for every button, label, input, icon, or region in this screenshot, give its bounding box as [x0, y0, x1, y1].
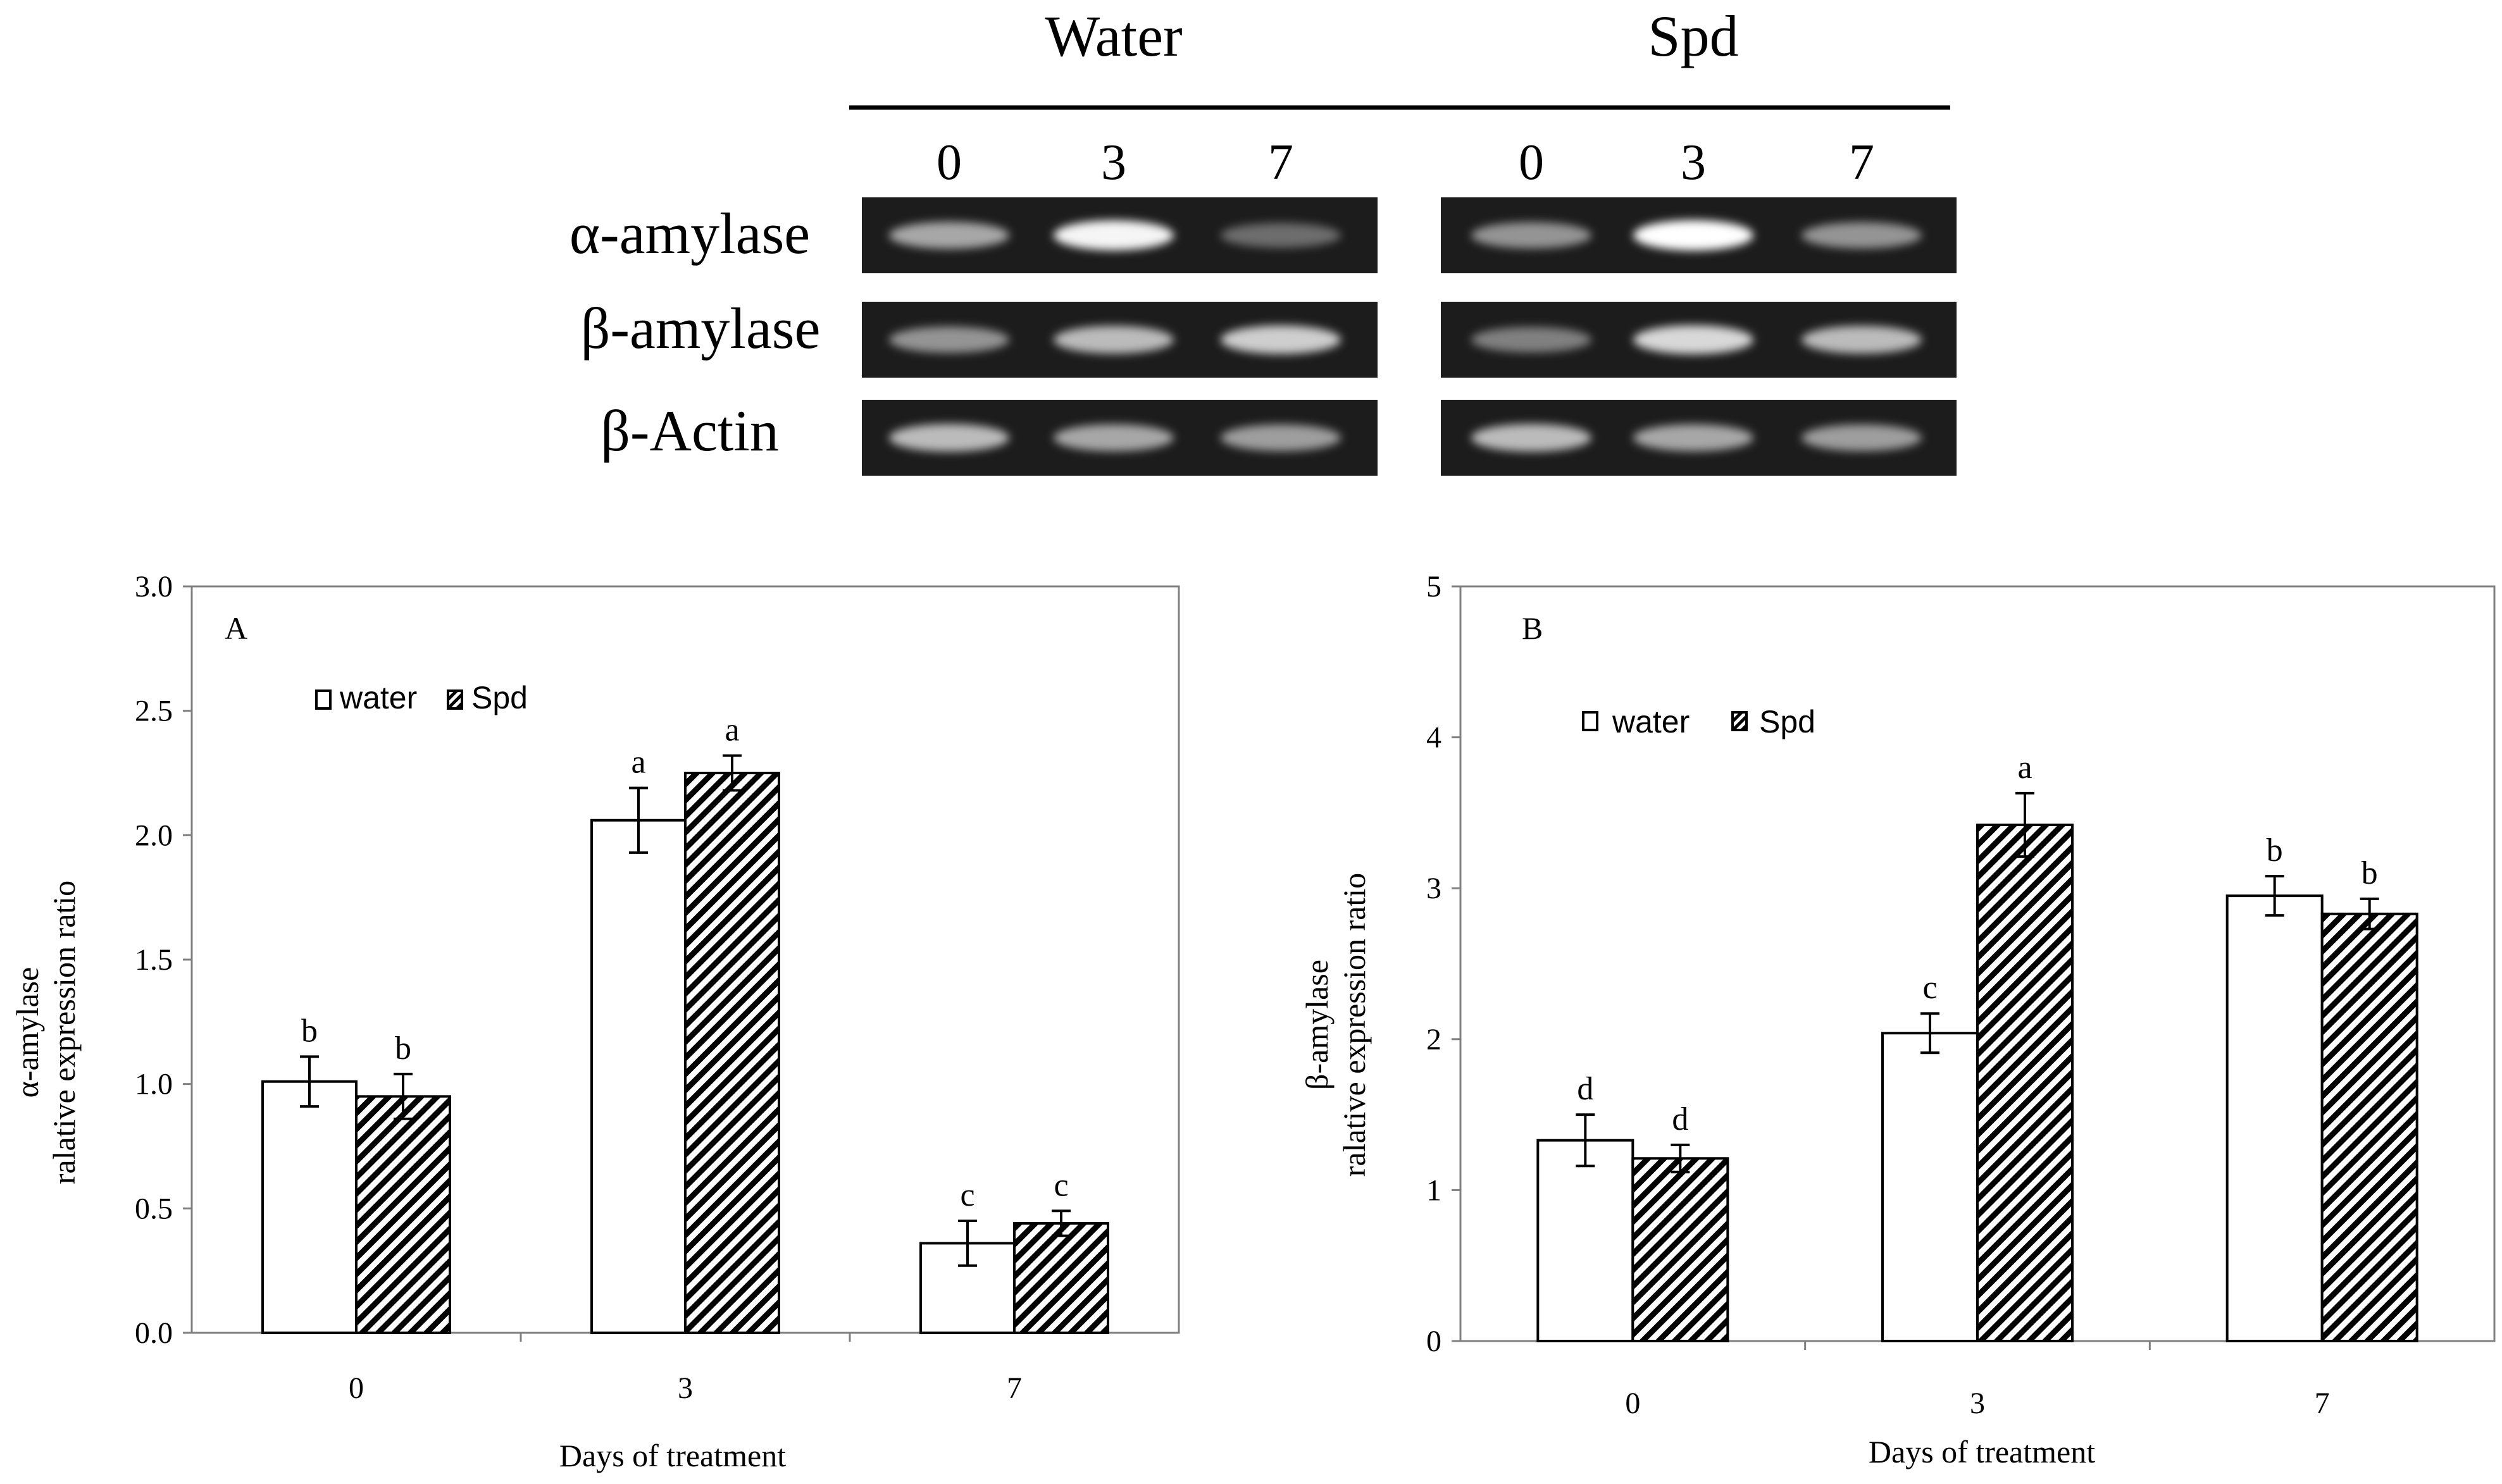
legend-label-spd: Spd — [1759, 704, 1815, 739]
gel-band — [1802, 326, 1922, 354]
significance-letter: c — [1054, 1167, 1068, 1203]
gel-band — [1054, 326, 1174, 354]
x-tick-label: 7 — [1007, 1371, 1022, 1405]
chart-b: B water Spd 0 1 2 3 4 5 0 3 7 d c b d a b Days of trea… — [1299, 570, 2496, 1469]
y-tick-label: 1 — [1426, 1173, 1441, 1207]
significance-letter: b — [301, 1013, 318, 1049]
chart-b-ylabel-line2: ralative expression ratio — [1336, 873, 1372, 1177]
chart-a-xlabel: Days of treatment — [559, 1438, 786, 1473]
x-tick-label: 7 — [2315, 1387, 2330, 1420]
bar — [261, 1080, 358, 1334]
bar — [2320, 912, 2418, 1342]
significance-letter: a — [725, 712, 739, 748]
legend-swatch-spd — [1731, 711, 1748, 731]
gel-panel: Water Spd 0 3 7 0 3 7 α-amylase β-amylas… — [569, 4, 1957, 476]
chart-b-marks: 0 1 2 3 4 5 0 3 7 d c b d a b — [1426, 570, 2496, 1420]
gel-lane-label: 0 — [937, 135, 962, 190]
y-tick-label: 4 — [1426, 721, 1441, 755]
chart-a: A water Spd 0.0 0.5 1.0 1.5 2.0 2.5 3.0 0 3 7 b a c b… — [9, 570, 1180, 1473]
y-tick-label: 1.0 — [135, 1068, 173, 1101]
gel-band — [1221, 223, 1341, 248]
gel-band — [1054, 220, 1174, 250]
bar — [1013, 1221, 1109, 1335]
gel-lane-label: 7 — [1268, 135, 1293, 190]
gel-lane-label: 7 — [1849, 135, 1874, 190]
gel-strips — [862, 197, 1957, 476]
y-tick-label: 2 — [1426, 1023, 1441, 1056]
legend-label-water: water — [339, 680, 417, 715]
gel-band — [1054, 424, 1174, 452]
gel-band — [889, 221, 1009, 249]
y-tick-label: 1.5 — [135, 943, 173, 977]
significance-letter: d — [1577, 1071, 1593, 1107]
y-tick-label: 3 — [1426, 872, 1441, 905]
legend-swatch-water — [1582, 711, 1598, 731]
gel-band — [1633, 325, 1753, 354]
bar — [1881, 1032, 1979, 1342]
bar — [1976, 823, 2074, 1343]
significance-letter: c — [960, 1177, 974, 1213]
significance-letter: c — [1922, 970, 1937, 1006]
bar — [1536, 1139, 1634, 1342]
chart-b-legend: water Spd — [1582, 704, 1815, 739]
bar — [684, 772, 780, 1334]
legend-swatch-water — [315, 689, 332, 710]
chart-b-panel-letter: B — [1522, 610, 1543, 646]
y-tick-label: 3.0 — [135, 570, 173, 603]
gel-lane-label: 0 — [1519, 135, 1544, 190]
y-tick-label: 2.0 — [135, 819, 173, 852]
significance-letter: d — [1672, 1101, 1688, 1137]
x-tick-label: 0 — [1625, 1387, 1640, 1420]
gel-lane-label: 3 — [1681, 135, 1706, 190]
significance-letter: b — [2362, 855, 2378, 891]
significance-letter: a — [2017, 750, 2032, 786]
x-tick-label: 3 — [1970, 1387, 1985, 1420]
chart-b-xlabel: Days of treatment — [1869, 1434, 2095, 1469]
gel-band — [1221, 424, 1341, 451]
bar — [2225, 894, 2324, 1342]
bar — [355, 1095, 451, 1335]
x-tick-label: 0 — [349, 1371, 364, 1405]
gel-band — [1633, 220, 1753, 250]
gel-row-label: β-amylase — [581, 296, 821, 361]
legend-label-spd: Spd — [471, 680, 528, 715]
bar — [590, 819, 687, 1334]
gel-group-label: Water — [1045, 4, 1182, 68]
x-tick-label: 3 — [678, 1371, 693, 1405]
significance-letter: b — [2267, 832, 2283, 869]
gel-band — [1802, 424, 1922, 451]
y-tick-label: 5 — [1426, 570, 1441, 603]
chart-a-ylabel-line1: α-amylase — [9, 967, 45, 1098]
bar — [1631, 1157, 1729, 1342]
gel-band — [889, 326, 1009, 353]
gel-lane-label: 3 — [1101, 135, 1126, 190]
y-tick-label: 0.5 — [135, 1192, 173, 1225]
gel-row-label: β-Actin — [601, 399, 779, 463]
y-tick-label: 2.5 — [135, 695, 173, 728]
chart-b-ylabel-line1: β-amylase — [1299, 960, 1335, 1090]
significance-letter: b — [395, 1030, 411, 1067]
y-tick-label: 0.0 — [135, 1316, 173, 1350]
gel-band — [1221, 325, 1341, 354]
gel-row-label: α-amylase — [569, 201, 810, 266]
gel-band — [1802, 222, 1922, 249]
chart-a-panel-letter: A — [225, 610, 247, 646]
chart-a-legend: water Spd — [315, 680, 528, 715]
y-tick-label: 0 — [1426, 1325, 1441, 1358]
gel-band — [889, 424, 1009, 452]
chart-a-ylabel-line2: ralative expression ratio — [46, 881, 82, 1184]
gel-band — [1471, 326, 1591, 353]
chart-a-marks: 0.0 0.5 1.0 1.5 2.0 2.5 3.0 0 3 7 b a c b a c — [135, 570, 1180, 1405]
gel-group-label: Spd — [1648, 4, 1738, 68]
significance-letter: a — [631, 745, 645, 781]
gel-band — [1633, 424, 1753, 452]
legend-label-water: water — [1612, 704, 1690, 739]
gel-band — [1471, 222, 1591, 249]
gel-band — [1471, 424, 1591, 452]
legend-swatch-spd — [447, 689, 463, 710]
